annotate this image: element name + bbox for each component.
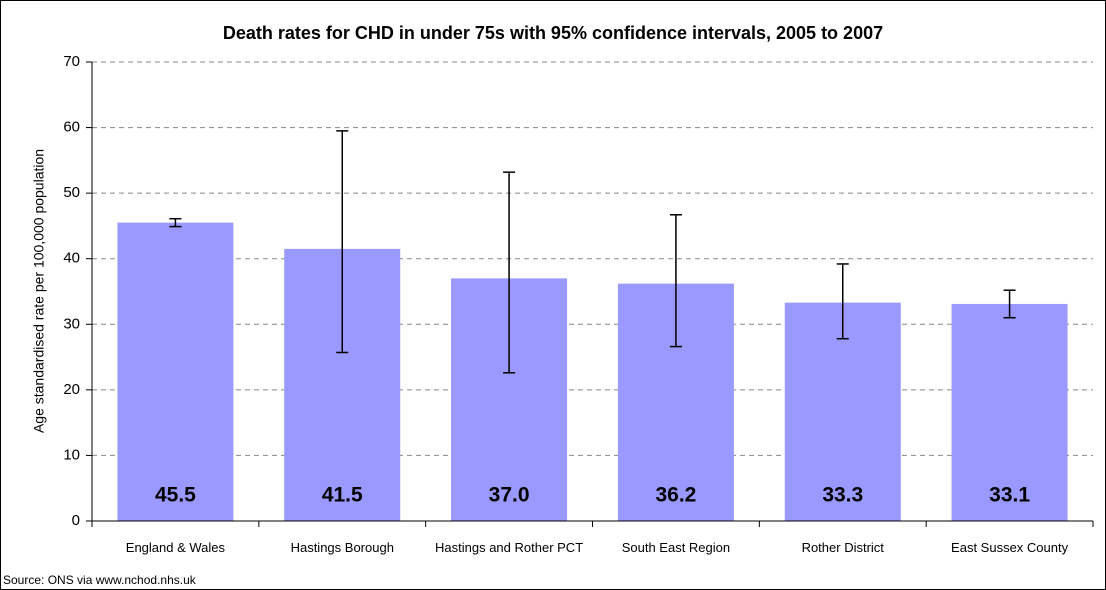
- y-tick-label: 30: [63, 315, 80, 332]
- y-tick-label: 60: [63, 119, 80, 136]
- y-axis-label: Age standardised rate per 100,000 popula…: [31, 149, 47, 433]
- source-note: Source: ONS via www.nchod.nhs.uk: [3, 573, 197, 587]
- value-label: 33.1: [989, 484, 1030, 507]
- y-tick-label: 10: [63, 446, 80, 463]
- bar: [951, 303, 1068, 521]
- y-tick-label: 0: [72, 512, 80, 529]
- y-tick-label: 20: [63, 381, 80, 398]
- x-tick-label: Hastings and Rother PCT: [435, 540, 584, 555]
- y-tick-label: 70: [63, 53, 80, 70]
- value-label: 36.2: [655, 484, 696, 507]
- x-tick-label: East Sussex County: [951, 540, 1069, 555]
- y-tick-label: 50: [63, 184, 80, 201]
- chart-title: Death rates for CHD in under 75s with 95…: [223, 23, 883, 43]
- y-tick-label: 40: [63, 250, 80, 267]
- x-tick-label: Rother District: [801, 540, 884, 555]
- x-tick-label: Hastings Borough: [290, 540, 394, 555]
- x-tick-label: South East Region: [621, 540, 731, 555]
- value-label: 45.5: [155, 484, 196, 507]
- bar: [117, 222, 234, 521]
- value-label: 33.3: [822, 484, 863, 507]
- value-label: 37.0: [489, 484, 530, 507]
- x-tick-label: England & Wales: [125, 540, 226, 555]
- value-label: 41.5: [322, 484, 363, 507]
